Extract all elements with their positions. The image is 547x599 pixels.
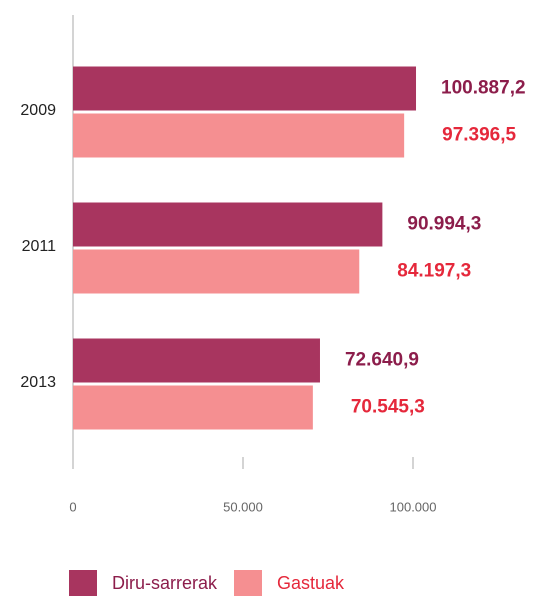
value-label: 72.640,9 bbox=[345, 350, 419, 371]
bar bbox=[73, 202, 383, 247]
value-label: 97.396,5 bbox=[442, 125, 516, 146]
x-tick-label: 50.000 bbox=[223, 499, 263, 514]
bar bbox=[73, 113, 405, 158]
legend-label: Gastuak bbox=[277, 573, 345, 593]
legend-swatch bbox=[69, 570, 97, 596]
value-label: 100.887,2 bbox=[441, 78, 526, 99]
bar bbox=[73, 249, 360, 294]
bar bbox=[73, 338, 320, 383]
y-tick-label: 2011 bbox=[22, 238, 57, 255]
value-label: 70.545,3 bbox=[351, 397, 425, 418]
bar bbox=[73, 66, 417, 111]
bar bbox=[73, 385, 313, 430]
x-tick-label: 100.000 bbox=[390, 499, 437, 514]
y-tick-label: 2009 bbox=[20, 102, 56, 119]
y-tick-label: 2013 bbox=[20, 374, 56, 391]
x-tick-label: 0 bbox=[69, 499, 76, 514]
legend-label: Diru-sarrerak bbox=[112, 573, 218, 593]
value-label: 90.994,3 bbox=[407, 214, 481, 235]
value-label: 84.197,3 bbox=[397, 261, 471, 282]
legend-swatch bbox=[234, 570, 262, 596]
